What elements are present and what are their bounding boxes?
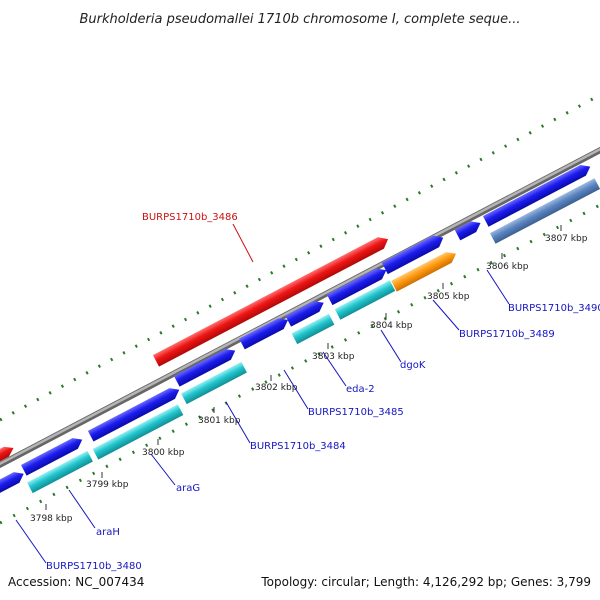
cds-block-blue-c[interactable]: [482, 161, 593, 227]
cds-block-cyan-d[interactable]: [334, 280, 396, 320]
cds-block-blue-j[interactable]: [0, 468, 26, 498]
gene-label-burps1710b-3485[interactable]: BURPS1710b_3485: [308, 407, 404, 418]
map-title: Burkholderia pseudomallei 1710b chromoso…: [79, 12, 520, 27]
cds-block-cyan-i[interactable]: [27, 450, 93, 494]
gc-dots-outer: [0, 93, 600, 422]
gc-dots-inner: [0, 203, 600, 525]
cds-block-blue-h[interactable]: [87, 384, 182, 442]
cds-block-blue-i[interactable]: [20, 434, 85, 476]
gene-label-arah[interactable]: araH: [96, 527, 120, 538]
gene-label-burps1710b-3490[interactable]: BURPS1710b_3490: [508, 303, 600, 314]
genome-backbone: [0, 146, 600, 469]
gene-label-burps1710b-3486[interactable]: BURPS1710b_3486: [142, 212, 238, 223]
topology-summary-text: Topology: circular; Length: 4,126,292 bp…: [260, 575, 591, 589]
gene-label-eda-2[interactable]: eda-2: [346, 384, 375, 395]
gene-labels: BURPS1710b_3486 BURPS1710b_3490 BURPS171…: [46, 212, 600, 572]
scale-label-3798: 3798 kbp: [30, 514, 73, 524]
scale-track: 3798 kbp 3799 kbp 3800 kbp 3801 kbp 3802…: [30, 225, 588, 524]
gene-label-burps1710b-3480[interactable]: BURPS1710b_3480: [46, 561, 142, 572]
scale-label-3803: 3803 kbp: [312, 352, 355, 362]
gene-label-dgok[interactable]: dgoK: [400, 360, 426, 371]
scale-label-3804: 3804 kbp: [370, 321, 413, 331]
gene-label-burps1710b-3489[interactable]: BURPS1710b_3489: [459, 329, 555, 340]
cds-block-steel[interactable]: [489, 178, 600, 244]
cds-block-blue-b[interactable]: [454, 218, 484, 241]
cds-block-cyan-e[interactable]: [291, 313, 335, 345]
cds-block-red-edge[interactable]: [0, 443, 16, 465]
cds-block-blue-f[interactable]: [239, 315, 291, 350]
gene-label-arag[interactable]: araG: [176, 483, 200, 494]
accession-text: Accession: NC_007434: [8, 575, 144, 589]
cds-block-orange[interactable]: [391, 248, 459, 292]
cds-block-cyan-h[interactable]: [92, 404, 184, 460]
cds-block-blue-e[interactable]: [285, 297, 327, 327]
cds-block-blue-d[interactable]: [326, 265, 389, 306]
scale-label-3801: 3801 kbp: [198, 416, 241, 426]
cds-block-blue-a[interactable]: [381, 232, 446, 275]
label-leader-lines: [15, 223, 510, 564]
scale-label-3807: 3807 kbp: [545, 234, 588, 244]
cds-block-cyan-g[interactable]: [181, 361, 247, 405]
scale-label-3805: 3805 kbp: [427, 292, 470, 302]
cds-block-red-3486[interactable]: [152, 233, 391, 367]
gene-label-burps1710b-3484[interactable]: BURPS1710b_3484: [250, 441, 346, 452]
feature-tracks: [0, 161, 600, 498]
gc-content-track: [0, 93, 600, 525]
scale-label-3799: 3799 kbp: [86, 480, 129, 490]
scale-label-3802: 3802 kbp: [255, 383, 298, 393]
scale-label-3800: 3800 kbp: [142, 448, 185, 458]
scale-label-3806: 3806 kbp: [486, 262, 529, 272]
cds-block-blue-g[interactable]: [173, 345, 238, 387]
